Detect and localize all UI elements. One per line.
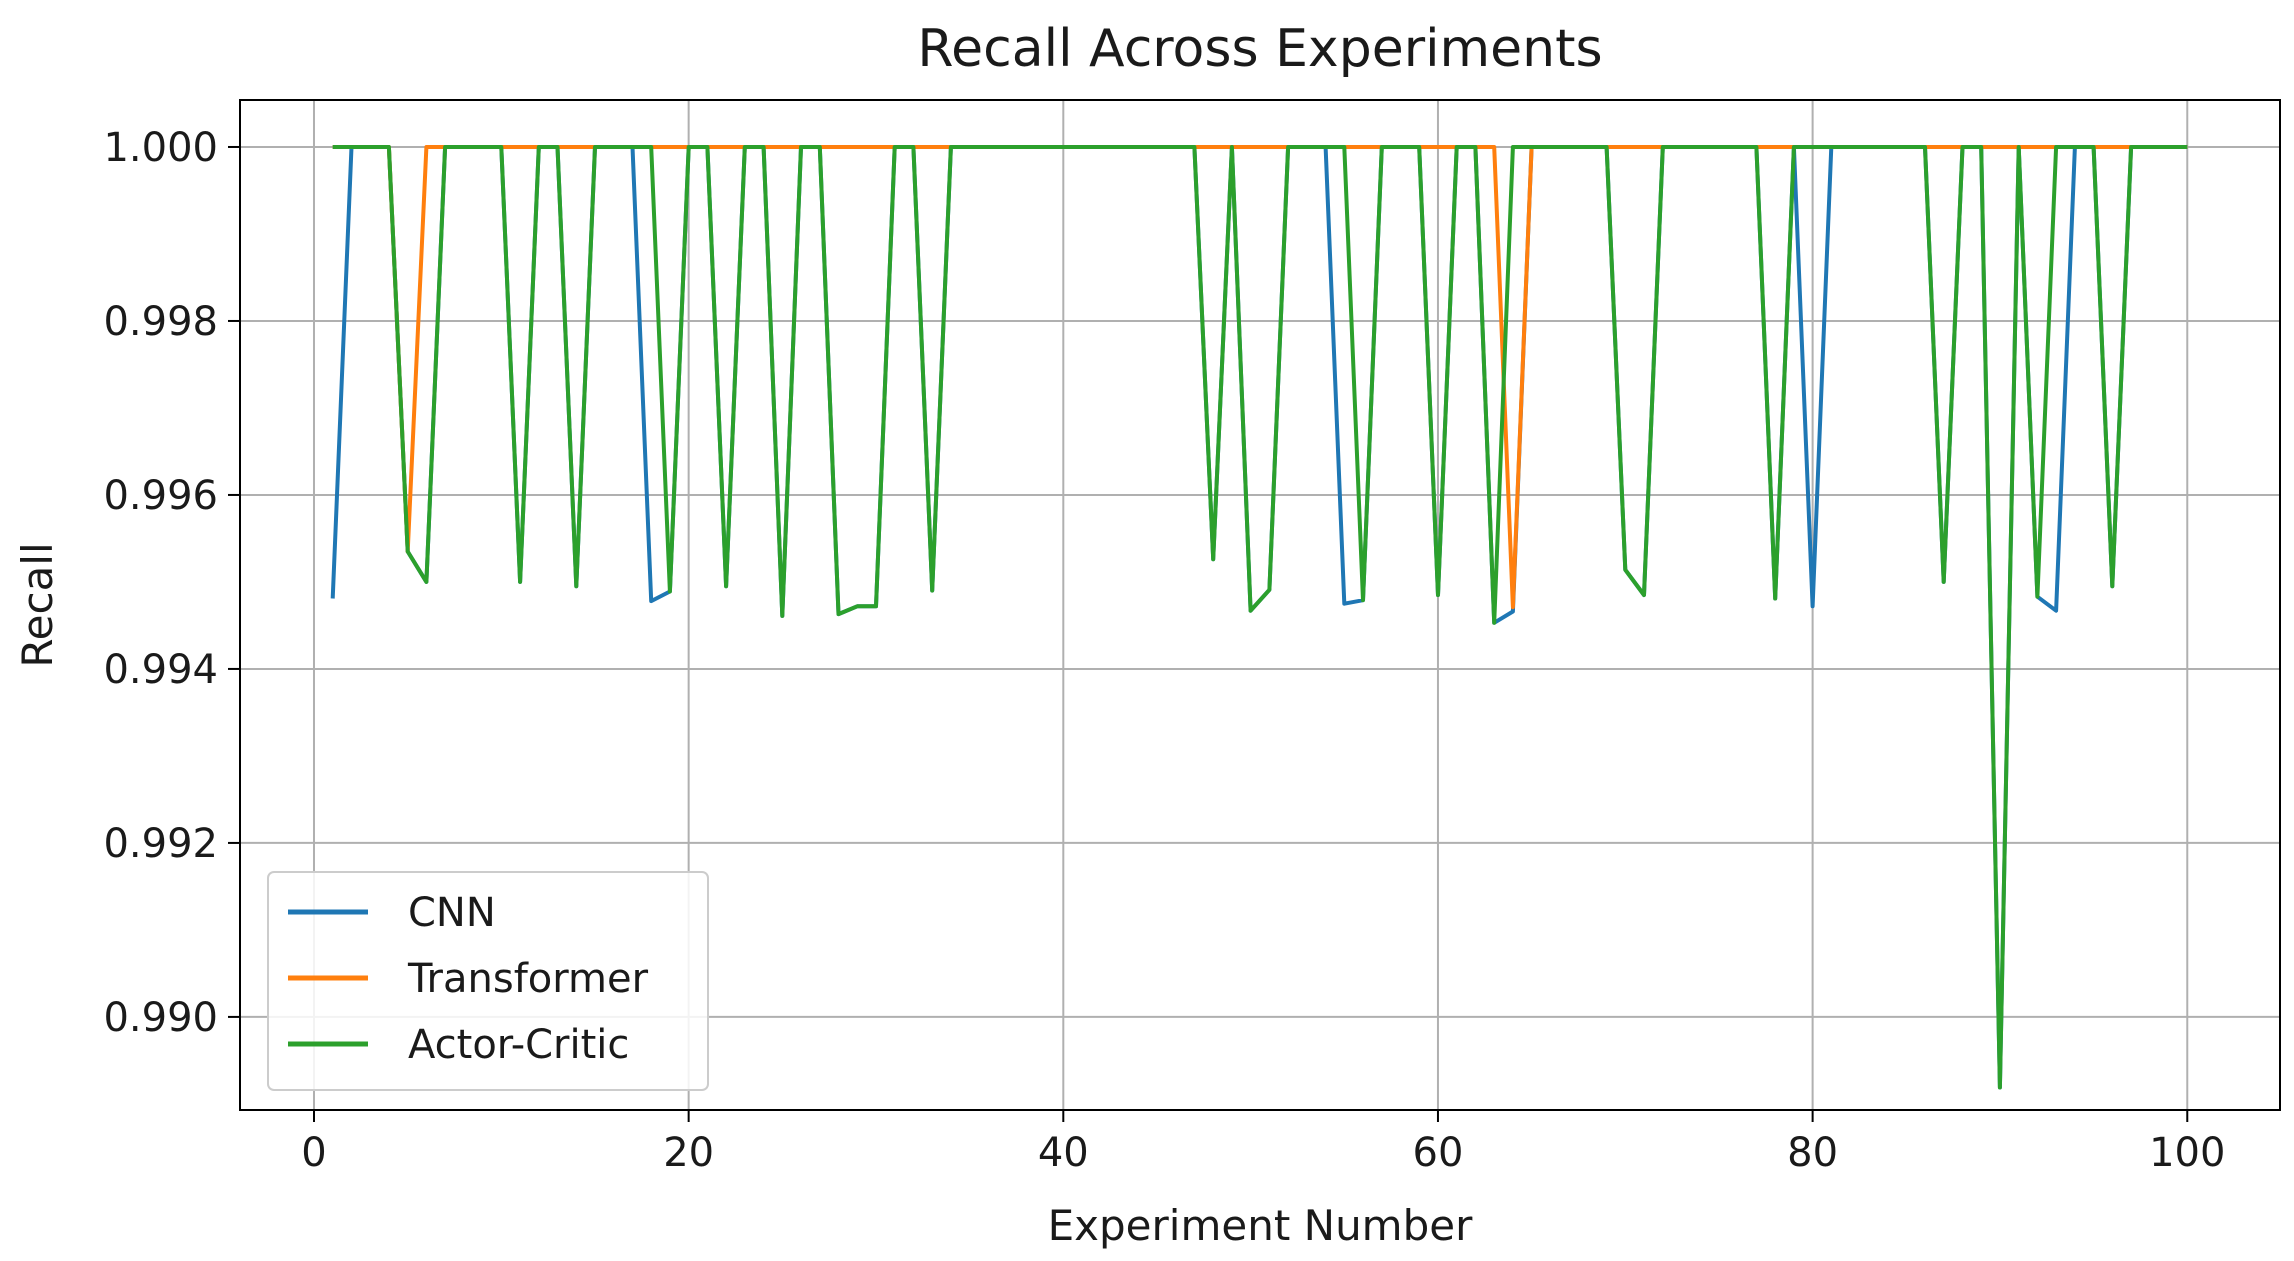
- y-axis-label: Recall: [13, 542, 62, 667]
- x-tick-label: 100: [2149, 1130, 2225, 1176]
- y-tick-label: 0.994: [103, 647, 218, 693]
- y-tick-label: 0.998: [103, 299, 218, 345]
- axis-ticks: 0 20 40 60 80 100 0.990 0.992 0.994 0.996 0.998 1.0…: [103, 125, 2225, 1176]
- y-tick-label: 0.992: [103, 821, 218, 867]
- x-tick-label: 60: [1413, 1130, 1464, 1176]
- y-tick-label: 0.990: [103, 995, 218, 1041]
- x-axis-label: Experiment Number: [1048, 1201, 1473, 1250]
- x-tick-label: 40: [1038, 1130, 1089, 1176]
- y-tick-label: 1.000: [103, 125, 218, 171]
- series-line-actor-critic: [332, 145, 2188, 1090]
- legend-box: [267, 871, 709, 1091]
- x-tick-label: 20: [663, 1130, 714, 1176]
- y-tick-label: 0.996: [103, 473, 218, 519]
- x-tick-label: 0: [301, 1130, 326, 1176]
- series-lines: [330, 145, 2188, 1090]
- legend-label-cnn: CNN: [408, 890, 496, 936]
- legend-label-actor-critic: Actor-Critic: [408, 1022, 629, 1068]
- legend-label-transformer: Transformer: [407, 956, 649, 1002]
- chart-title: Recall Across Experiments: [917, 19, 1602, 79]
- legend: CNN Transformer Actor-Critic: [267, 871, 709, 1091]
- x-tick-label: 80: [1787, 1130, 1838, 1176]
- plot-area-frame: [239, 99, 2281, 1111]
